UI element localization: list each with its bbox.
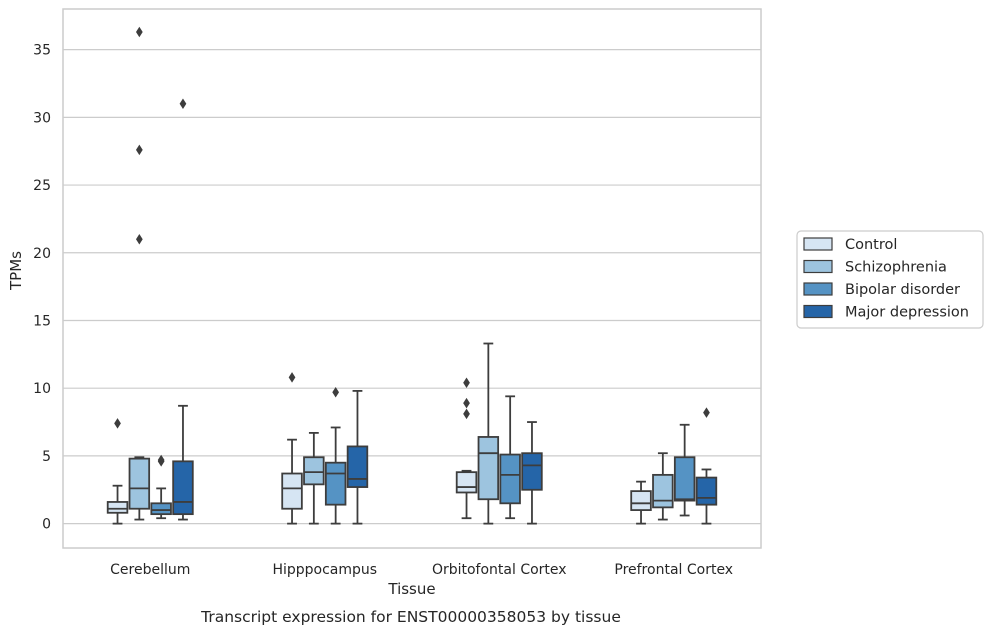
box-iqr	[521, 452, 543, 491]
box-prefrontal-cortex-major-depression	[695, 407, 718, 525]
x-tick-label: Hipppocampus	[272, 562, 377, 578]
outlier-point	[135, 144, 143, 156]
box-hipppocampus-control	[281, 372, 303, 525]
x-axis-label: Tissue	[387, 580, 435, 598]
box-iqr	[324, 461, 347, 506]
box-iqr	[106, 501, 129, 514]
box-iqr	[652, 473, 674, 509]
box-groups	[106, 26, 718, 525]
box-iqr	[673, 456, 696, 502]
y-tick-label: 25	[33, 178, 51, 194]
legend-label-major-depression: Major depression	[845, 305, 969, 321]
legend-swatch	[803, 259, 833, 274]
outlier-point	[463, 408, 470, 420]
box-orbitofontal-cortex-schizophrenia	[477, 342, 500, 525]
box-prefrontal-cortex-schizophrenia	[652, 452, 674, 521]
box-orbitofontal-cortex-bipolar-disorder	[499, 395, 521, 520]
x-tick-label: Cerebellum	[110, 562, 190, 578]
box-iqr	[499, 453, 521, 505]
outlier-point	[135, 26, 143, 38]
box-orbitofontal-cortex-major-depression	[521, 421, 543, 525]
box-hipppocampus-bipolar-disorder	[324, 387, 347, 525]
y-tick-label: 5	[42, 449, 51, 465]
legend-label-schizophrenia: Schizophrenia	[845, 260, 947, 276]
box-prefrontal-cortex-bipolar-disorder	[673, 423, 696, 517]
gridlines	[63, 49, 761, 525]
outlier-point	[179, 98, 187, 110]
box-hipppocampus-schizophrenia	[303, 431, 325, 525]
chart-caption: Transcript expression for ENST0000035805…	[200, 608, 621, 626]
box-iqr	[630, 490, 652, 511]
x-tick-label: Orbitofontal Cortex	[432, 562, 567, 578]
plot-frame	[62, 8, 762, 549]
y-tick-label: 30	[33, 110, 51, 126]
outlier-point	[135, 233, 143, 245]
outlier-point	[463, 377, 470, 389]
box-cerebellum-bipolar-disorder	[150, 454, 172, 520]
box-cerebellum-schizophrenia	[128, 26, 151, 521]
box-iqr	[128, 457, 151, 510]
box-cerebellum-major-depression	[172, 98, 194, 521]
box-iqr	[303, 456, 325, 486]
legend-swatch	[803, 237, 833, 251]
box-prefrontal-cortex-control	[630, 480, 652, 525]
y-tick-label: 35	[33, 43, 51, 59]
x-tick-label: Prefrontal Cortex	[614, 562, 733, 578]
y-tick-label: 10	[33, 381, 51, 397]
y-axis-label: TPMs	[7, 251, 25, 291]
outlier-point	[157, 454, 165, 466]
outlier-point	[114, 418, 121, 429]
y-tick-label: 0	[42, 517, 51, 533]
box-iqr	[346, 445, 369, 488]
box-orbitofontal-cortex-control	[455, 377, 478, 520]
legend-frame	[796, 230, 984, 329]
box-iqr	[695, 476, 718, 506]
outlier-point	[463, 397, 470, 409]
box-iqr	[281, 472, 303, 510]
y-tick-label: 15	[33, 313, 51, 329]
x-axis-ticks: Cerebellum Hipppocampus Orbitofontal Corte…	[110, 562, 733, 578]
outlier-point	[703, 407, 710, 418]
legend-label-control: Control	[845, 237, 897, 253]
box-iqr	[150, 502, 172, 516]
legend-swatch	[803, 304, 833, 319]
y-tick-label: 20	[33, 246, 51, 262]
box-iqr	[455, 471, 478, 494]
box-iqr	[172, 460, 194, 516]
box-hipppocampus-major-depression	[346, 390, 369, 525]
box-cerebellum-control	[106, 418, 129, 525]
outlier-point	[288, 372, 296, 383]
outlier-point	[332, 387, 340, 398]
y-axis-ticks: 0 5 10 15 20 25 30 35	[33, 43, 51, 533]
box-iqr	[477, 436, 500, 501]
legend-label-bipolar-disorder: Bipolar disorder	[845, 282, 960, 298]
legend: Control Schizophrenia Bipolar disorder Majo…	[796, 230, 984, 329]
legend-swatch	[803, 282, 833, 296]
